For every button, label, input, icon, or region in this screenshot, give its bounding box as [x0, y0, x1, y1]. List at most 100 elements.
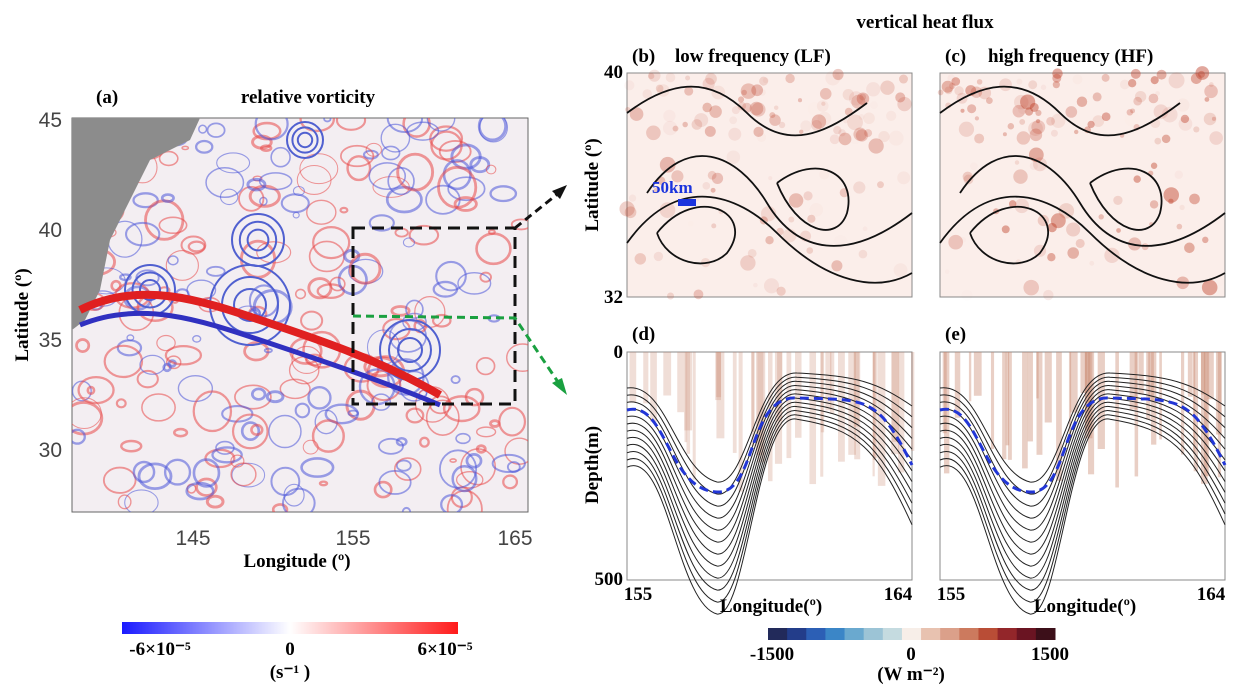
land [72, 118, 200, 330]
flux-patch [1133, 175, 1141, 183]
eddy [300, 310, 324, 331]
flux-patch [886, 110, 897, 121]
eddy [211, 446, 243, 464]
eddy [378, 470, 412, 495]
eddy [435, 260, 467, 292]
flux-patch [853, 181, 866, 194]
eddy [419, 436, 430, 448]
flux-patch [688, 221, 694, 227]
flux-patch [962, 171, 973, 182]
flux-patch [1012, 104, 1026, 118]
flux-patch [753, 282, 758, 288]
flux-patch [773, 105, 779, 110]
flux-column [968, 352, 972, 402]
x-axis-label: Longitude(º) [720, 596, 822, 617]
isotherm [939, 410, 1226, 591]
eddy [110, 279, 122, 292]
colorbar-swatch [825, 628, 846, 640]
flux-patch [729, 116, 738, 125]
isotherm [626, 389, 913, 531]
flux-column [1022, 352, 1028, 469]
arrow-head [552, 185, 567, 199]
flux-patch [1014, 160, 1020, 165]
flux-patch [1126, 109, 1134, 116]
eddy [195, 477, 218, 497]
eddy [439, 449, 478, 489]
colorbar-mid: 0 [285, 639, 295, 660]
flux-column [1134, 352, 1139, 477]
eddy [395, 437, 408, 447]
eddy [408, 224, 440, 246]
flux-patch [741, 89, 747, 96]
flux-patch [684, 86, 694, 96]
flux-patch [1035, 109, 1042, 116]
eddy [457, 272, 492, 295]
eddy [172, 427, 189, 438]
flux-patch [976, 79, 983, 85]
eddy [139, 354, 166, 375]
eddy [163, 458, 192, 486]
eddy [406, 121, 440, 141]
eddy [405, 407, 425, 424]
flux-patch [960, 237, 966, 243]
flux-column [825, 352, 832, 411]
flux-patch [880, 80, 895, 95]
eddy [270, 146, 291, 168]
eddy [120, 439, 143, 453]
flux-patch [825, 70, 841, 86]
colorbar-swatch [787, 628, 807, 640]
isotherm [939, 380, 1226, 507]
flux-patch [941, 80, 954, 93]
eddy [231, 413, 269, 450]
eddy [306, 199, 337, 225]
eddy [164, 344, 203, 366]
flux-patch [949, 82, 956, 90]
flux-patch [665, 72, 676, 83]
flux-patch [1051, 213, 1067, 228]
group-title: vertical heat flux [856, 12, 994, 33]
colorbar-swatch [882, 628, 903, 640]
flux-patch [711, 223, 717, 229]
flux-column [1002, 352, 1007, 460]
eddy [506, 343, 528, 372]
colorbar-unit: (W m⁻²) [877, 664, 945, 685]
flux-patch [1028, 80, 1038, 90]
eddy [329, 276, 346, 292]
flux-patch [1019, 118, 1026, 125]
flux-column [774, 352, 783, 464]
flux-patch [1002, 132, 1007, 137]
y-tick-label: 45 [39, 109, 62, 132]
flux-column [1207, 352, 1214, 400]
flux-patch [1020, 94, 1036, 110]
eddy [395, 459, 412, 472]
eddy [335, 118, 367, 131]
flux-patch [829, 134, 840, 145]
eddy [340, 144, 375, 168]
flux-column [732, 352, 737, 453]
eddy [230, 462, 257, 487]
eddy [254, 118, 289, 141]
flux-patch [646, 125, 661, 141]
flux-patch [619, 201, 635, 217]
x-tick-label: 165 [497, 527, 532, 550]
eddy [402, 237, 416, 248]
colorbar-swatch [959, 628, 979, 640]
heat-flux-map [939, 72, 1226, 298]
eddy [205, 494, 225, 509]
flux-patch [682, 121, 688, 128]
colorbar-swatch [844, 628, 865, 640]
flux-patch [624, 206, 637, 219]
flux-patch [707, 170, 717, 180]
flux-patch [944, 86, 953, 95]
flux-patch [967, 104, 977, 114]
isotherm [626, 393, 913, 543]
heat-flux-maps [619, 66, 1227, 615]
flux-patch [893, 263, 908, 278]
eddy [366, 369, 402, 402]
eddy [380, 123, 411, 153]
x-tick-label: 164 [884, 584, 913, 605]
flux-patch [958, 121, 975, 137]
isotherm [939, 372, 1226, 483]
eddy [192, 335, 202, 343]
colorbar-swatch [940, 628, 960, 640]
